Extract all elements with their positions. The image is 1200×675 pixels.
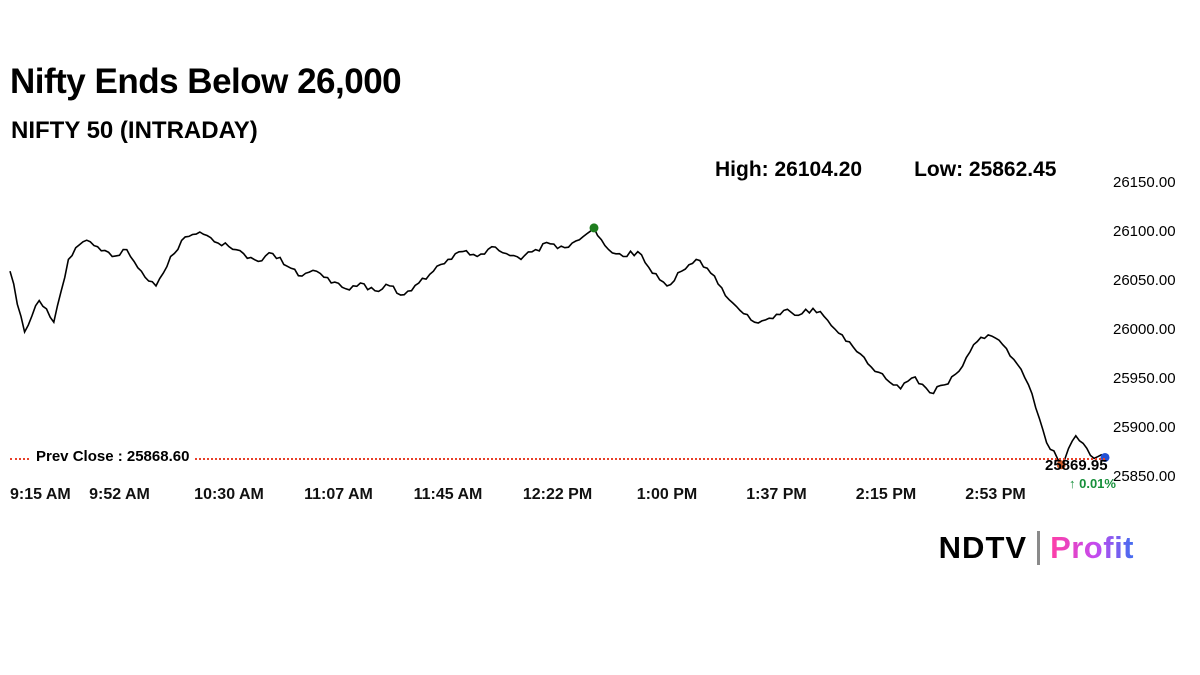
x-axis-tick-label: 2:53 PM	[965, 486, 1026, 503]
brand-profit: Profit	[1050, 530, 1134, 565]
y-axis-tick-label: 26000.00	[1113, 321, 1176, 338]
high-label: High: 26104.20	[715, 158, 863, 181]
change-percent-label: ↑ 0.01%	[1069, 476, 1116, 491]
last-price-label: 25869.95	[1045, 457, 1108, 474]
high-low-row: High: 26104.20 Low: 25862.45	[715, 158, 1056, 182]
brand-separator-bar	[1037, 531, 1041, 565]
x-axis-tick-label: 2:15 PM	[855, 486, 917, 503]
x-axis-tick-label: 10:30 AM	[194, 486, 264, 503]
x-axis-tick-label: 9:15 AM	[10, 486, 71, 503]
y-axis: 26150.00 26100.00 26050.00 26000.00 25950.00…	[1113, 174, 1198, 485]
y-axis-tick-label: 25900.00	[1113, 419, 1176, 436]
x-axis-tick-label: 11:45 AM	[413, 486, 483, 503]
x-axis-tick-label: 12:22 PM	[522, 486, 593, 503]
x-axis-tick-label: 1:00 PM	[636, 486, 698, 503]
brand-ndtv: NDTV	[938, 530, 1028, 565]
prev-close-label: Prev Close : 25868.60	[30, 447, 196, 465]
y-axis-tick-label: 25850.00	[1113, 468, 1176, 485]
chart-subtitle: NIFTY 50 (INTRADAY)	[11, 117, 258, 144]
x-axis-tick-label: 9:52 AM	[89, 486, 150, 503]
plot-area: Prev Close : 25868.60 25869.95 ↑ 0.01%	[9, 183, 1116, 491]
prev-close-line	[10, 457, 1105, 460]
page-title: Nifty Ends Below 26,000	[10, 62, 402, 101]
y-axis-tick-label: 26100.00	[1113, 223, 1176, 240]
y-axis-tick-label: 25950.00	[1113, 370, 1176, 387]
low-label: Low: 25862.45	[914, 158, 1057, 181]
y-axis-tick-label: 26050.00	[1113, 272, 1176, 289]
high-marker	[589, 223, 599, 233]
low-marker	[1056, 460, 1066, 470]
x-axis-tick-label: 1:37 PM	[746, 486, 807, 503]
x-axis: 9:15 AM 9:52 AM 10:30 AM 11:07 AM 11:45 AM 12…	[10, 486, 1105, 508]
price-line-chart	[9, 223, 1110, 470]
price-line	[9, 226, 1106, 467]
x-axis-tick-label: 11:07 AM	[304, 486, 373, 503]
ndtv-profit-logo: NDTV Profit	[939, 530, 1134, 566]
y-axis-tick-label: 26150.00	[1113, 174, 1176, 191]
